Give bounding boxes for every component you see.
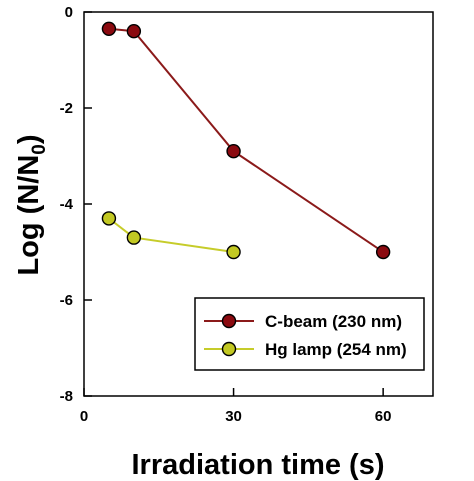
x-tick-label: 0 — [80, 408, 88, 425]
axes: 0 30 60 0 -2 -4 -6 -8 — [60, 4, 434, 425]
y-axis-ticks: 0 -2 -4 -6 -8 — [60, 4, 92, 405]
y-axis-title-main: Log (N/N — [13, 155, 45, 276]
legend-label: C-beam (230 nm) — [265, 312, 402, 331]
y-axis-title-subscript: 0 — [29, 144, 50, 155]
data-point — [101, 21, 117, 36]
data-point — [126, 230, 142, 245]
y-tick-label: -8 — [60, 388, 73, 405]
y-tick-label: -4 — [60, 196, 74, 213]
y-tick-label: -2 — [60, 100, 73, 117]
data-point — [126, 24, 142, 39]
x-axis-ticks: 0 30 60 — [80, 388, 392, 425]
legend-label: Hg lamp (254 nm) — [265, 340, 407, 359]
x-tick-label: 30 — [225, 408, 242, 425]
y-axis-title: Log (N/N0) — [13, 134, 50, 275]
legend-items: C-beam (230 nm) Hg lamp (254 nm) — [204, 312, 407, 359]
series-layer — [101, 21, 391, 260]
x-tick-label: 60 — [375, 408, 392, 425]
data-point — [101, 211, 117, 226]
legend-marker — [221, 313, 237, 329]
y-tick-label: -6 — [60, 292, 73, 309]
y-tick-label: 0 — [65, 4, 73, 21]
legend-box — [194, 297, 425, 371]
y-axis-title-end: ) — [13, 134, 45, 144]
data-point — [375, 244, 391, 260]
data-point — [226, 244, 241, 260]
data-point — [226, 143, 241, 159]
series-line-1 — [108, 27, 384, 253]
legend-marker — [221, 341, 237, 357]
legend: C-beam (230 nm) Hg lamp (254 nm) — [194, 297, 425, 371]
x-axis-title: Irradiation time (s) — [132, 449, 385, 481]
